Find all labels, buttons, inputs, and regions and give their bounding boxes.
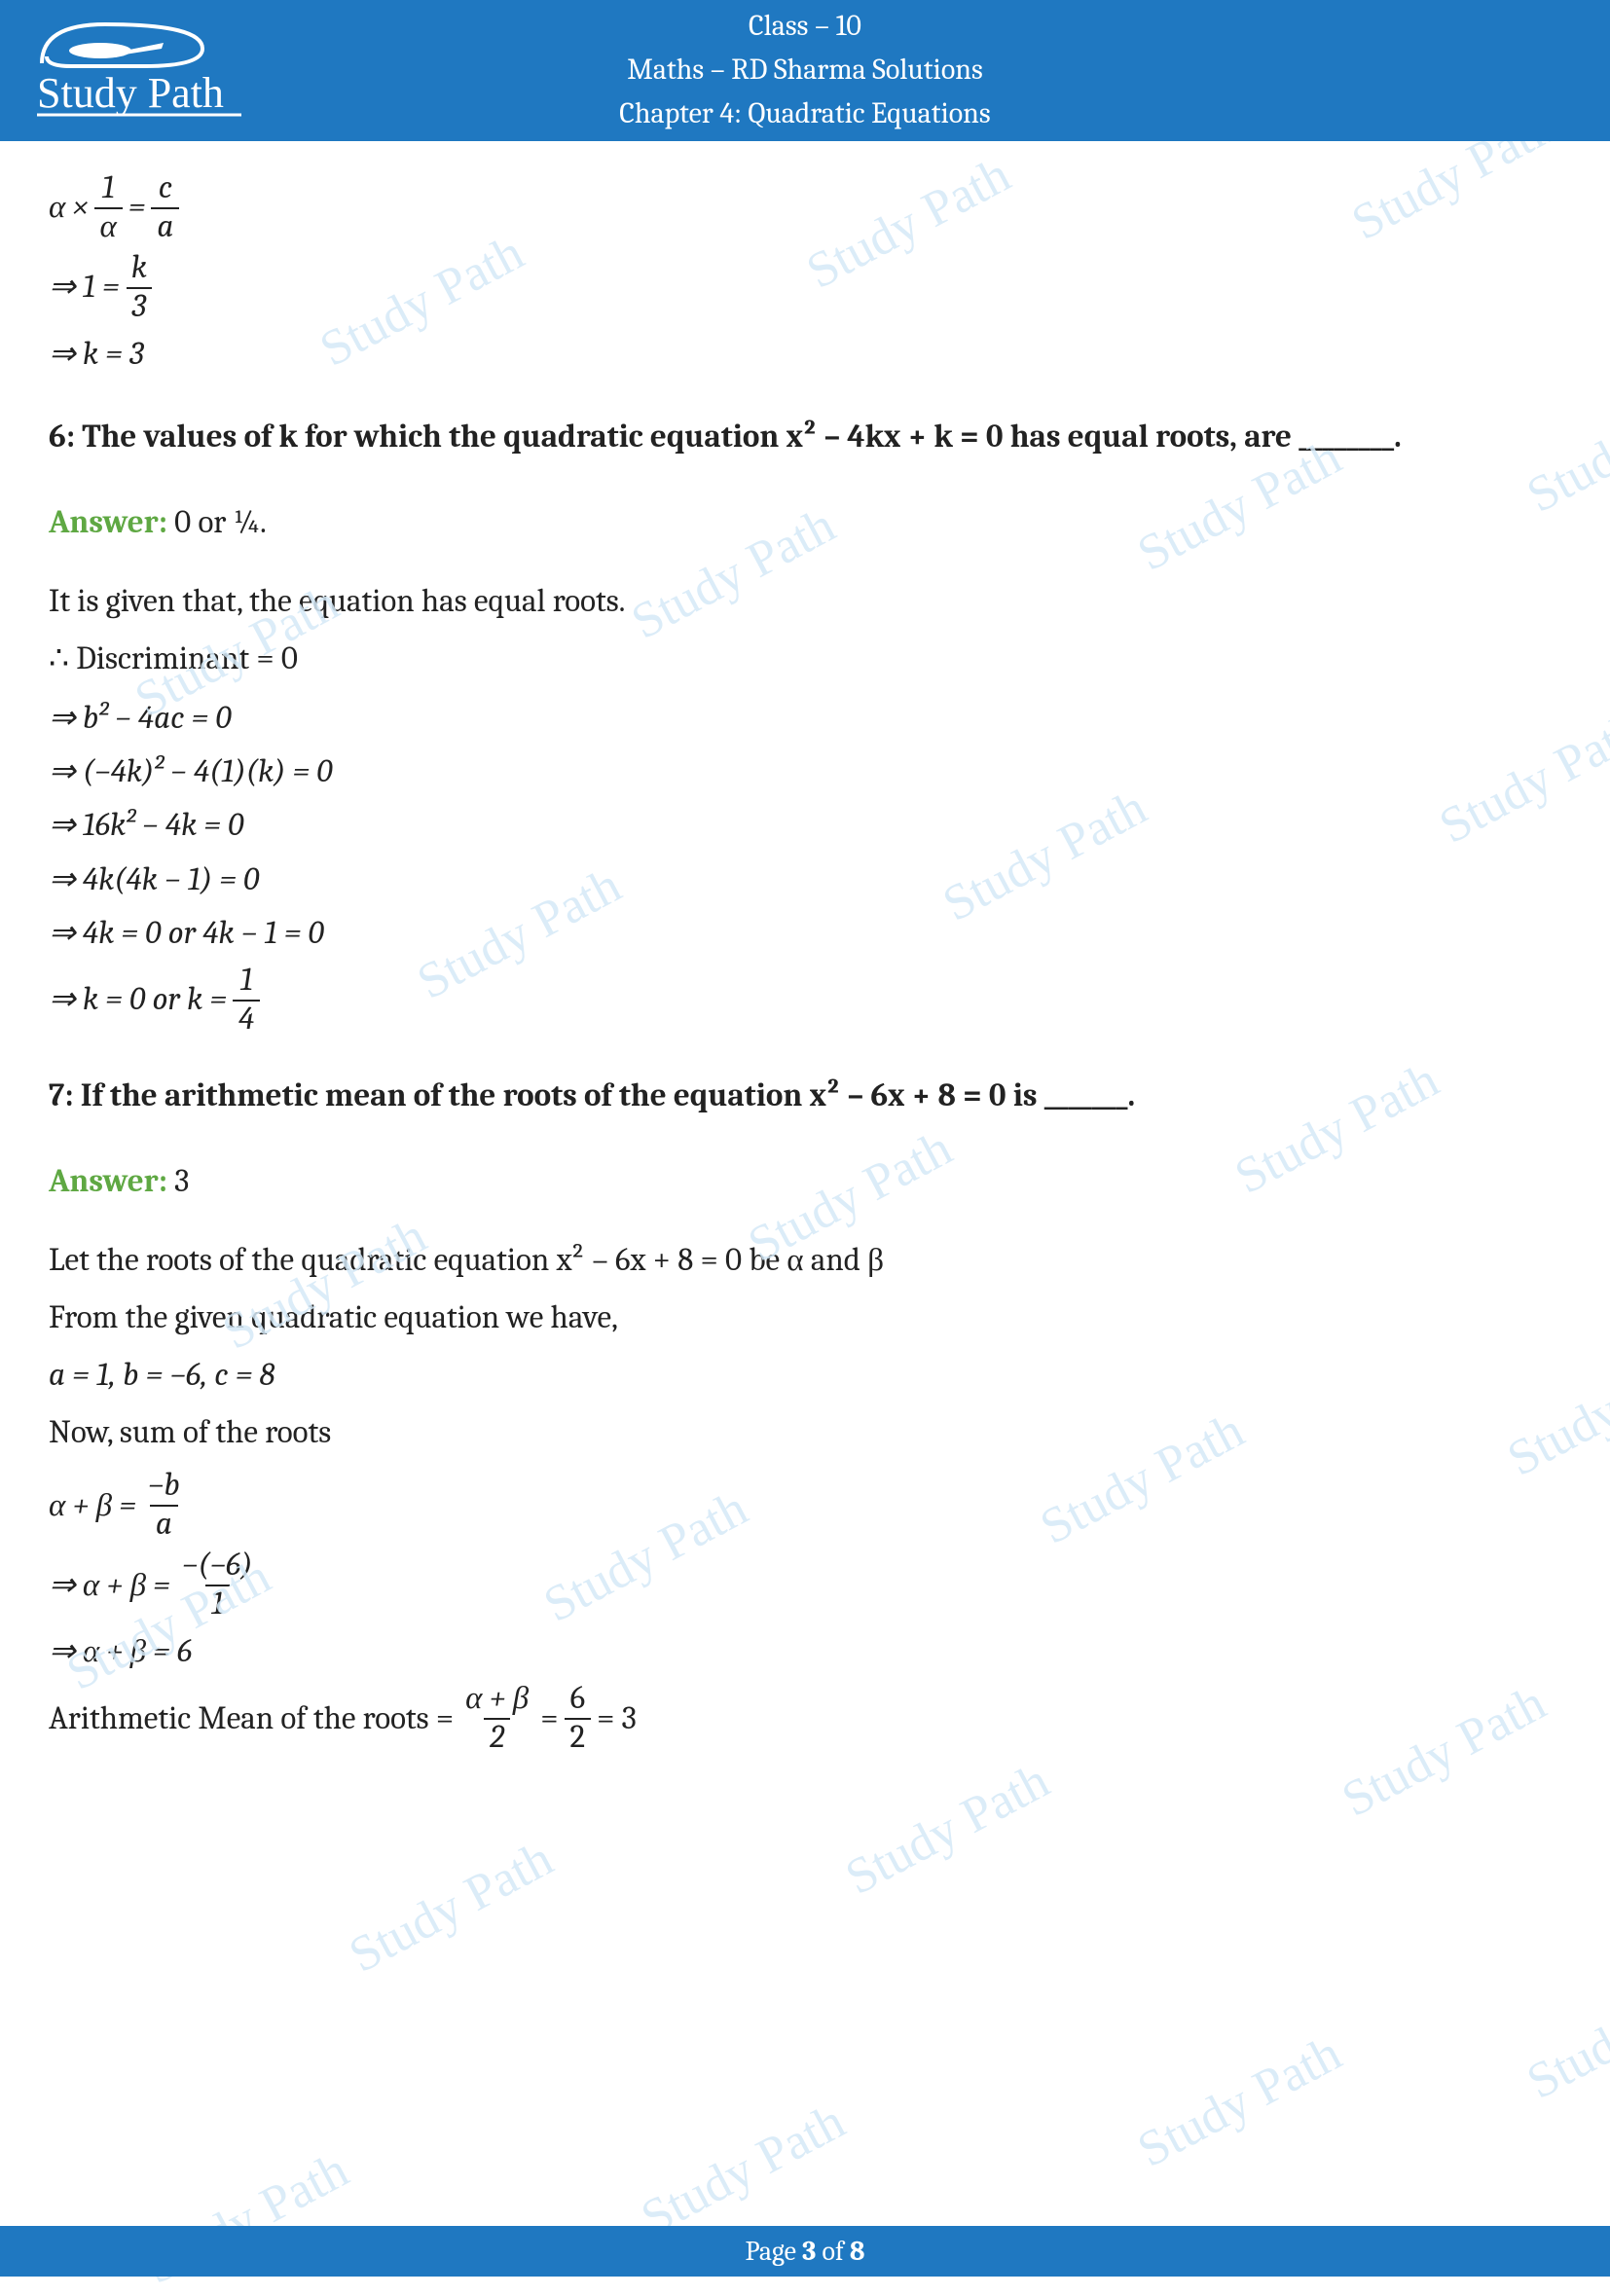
math-text: α + β = xyxy=(49,1481,136,1531)
fraction-num: 6 xyxy=(565,1681,592,1718)
fraction: 6 2 xyxy=(565,1681,592,1757)
body-text: a = 1, b = −6, c = 8 xyxy=(49,1351,1561,1401)
fraction-den: 4 xyxy=(233,1000,260,1039)
question-7: 7: If the arithmetic mean of the roots o… xyxy=(49,1074,1561,1120)
math-text: ⇒ (−4k)² − 4(1)(k) = 0 xyxy=(49,747,333,797)
watermark: Study Path xyxy=(632,2093,854,2247)
fraction-num: α + β xyxy=(459,1681,534,1718)
page-content: α × 1 α = c a ⇒ 1 = k 3 ⇒ k = 3 6: The v… xyxy=(0,141,1610,1757)
fraction-den: a xyxy=(150,1505,178,1544)
svg-text:Study Path: Study Path xyxy=(37,69,224,117)
math-text: α × xyxy=(49,183,89,233)
q7-math: α + β = −b a ⇒ α + β = −(−6) 1 ⇒ α + β =… xyxy=(49,1468,1561,1757)
intro-math: α × 1 α = c a ⇒ 1 = k 3 ⇒ k = 3 xyxy=(49,170,1561,380)
fraction-num: k xyxy=(126,250,153,287)
math-text: ⇒ 16k² − 4k = 0 xyxy=(49,801,243,851)
fraction: c a xyxy=(151,170,179,246)
watermark: Study Path xyxy=(340,1830,562,1985)
body-text: ∴ Discriminant = 0 xyxy=(49,635,1561,684)
answer-label: Answer: xyxy=(49,1163,167,1200)
math-text: Arithmetic Mean of the roots = xyxy=(49,1695,454,1744)
answer-6: Answer: 0 or ¼. xyxy=(49,498,1561,548)
fraction-num: 1 xyxy=(235,963,259,1000)
body-text: It is given that, the equation has equal… xyxy=(49,577,1561,627)
answer-value: 0 or ¼. xyxy=(167,504,267,541)
math-text: ⇒ k = 3 xyxy=(49,330,144,380)
fraction-num: c xyxy=(153,170,178,207)
body-text: Let the roots of the quadratic equation … xyxy=(49,1236,1561,1286)
fraction-num: −b xyxy=(142,1468,186,1505)
answer-7: Answer: 3 xyxy=(49,1157,1561,1207)
fraction-num: 1 xyxy=(96,170,121,207)
q6-math: ⇒ b² − 4ac = 0 ⇒ (−4k)² − 4(1)(k) = 0 ⇒ … xyxy=(49,694,1561,1039)
fraction-den: α xyxy=(94,207,123,246)
page-footer: Page 3 of 8 xyxy=(0,2226,1610,2277)
fraction: 1 4 xyxy=(233,963,260,1039)
fraction-den: a xyxy=(151,207,179,246)
fraction: −(−6) 1 xyxy=(176,1548,259,1623)
footer-total-pages: 8 xyxy=(850,2236,865,2267)
math-text: ⇒ 4k(4k − 1) = 0 xyxy=(49,856,259,905)
math-text: ⇒ k = 0 or k = xyxy=(49,975,227,1025)
math-text: = xyxy=(540,1695,558,1744)
fraction-den: 2 xyxy=(484,1718,510,1757)
math-text: ⇒ α + β = 6 xyxy=(49,1627,192,1677)
footer-pre: Page xyxy=(746,2236,803,2267)
question-6: 6: The values of k for which the quadrat… xyxy=(49,415,1561,461)
fraction-den: 3 xyxy=(127,287,153,326)
fraction: α + β 2 xyxy=(459,1681,534,1757)
body-text: Now, sum of the roots xyxy=(49,1408,1561,1458)
watermark: Study Path xyxy=(836,1752,1058,1907)
answer-value: 3 xyxy=(167,1163,189,1200)
page-header: Study Path Class – 10 Maths – RD Sharma … xyxy=(0,0,1610,141)
math-text: ⇒ 1 = xyxy=(49,263,120,312)
footer-mid: of xyxy=(816,2236,850,2267)
watermark: Study Path xyxy=(1128,2024,1350,2179)
footer-current-page: 3 xyxy=(802,2236,816,2267)
math-text: ⇒ α + β = xyxy=(49,1561,170,1611)
math-text: = 3 xyxy=(597,1695,637,1744)
watermark: Study Path xyxy=(1518,1956,1610,2111)
fraction: −b a xyxy=(142,1468,186,1544)
fraction-num: −(−6) xyxy=(176,1548,259,1585)
answer-label: Answer: xyxy=(49,504,167,541)
fraction: k 3 xyxy=(126,250,153,326)
fraction-den: 1 xyxy=(205,1585,230,1623)
math-text: ⇒ b² − 4ac = 0 xyxy=(49,694,232,744)
body-text: From the given quadratic equation we hav… xyxy=(49,1294,1561,1343)
fraction-den: 2 xyxy=(565,1718,592,1757)
fraction: 1 α xyxy=(94,170,123,246)
study-path-logo: Study Path xyxy=(27,10,251,127)
math-text: = xyxy=(128,183,146,233)
math-text: ⇒ 4k = 0 or 4k − 1 = 0 xyxy=(49,909,324,959)
